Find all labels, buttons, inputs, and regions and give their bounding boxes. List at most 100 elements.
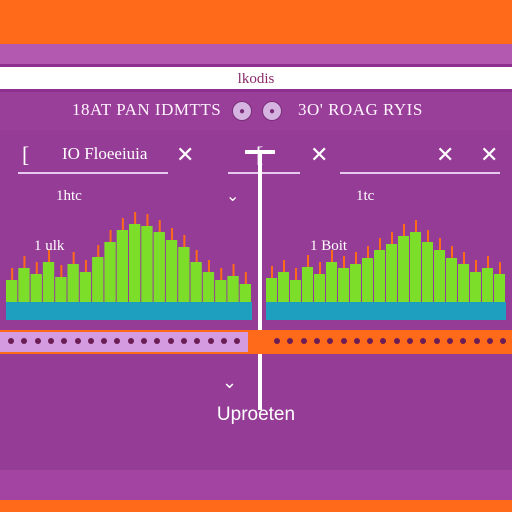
timeline-tick (127, 338, 134, 344)
chevron-down-icon[interactable]: ⌄ (226, 188, 240, 205)
timeline-tick (460, 338, 467, 344)
x-icon[interactable]: ✕ (176, 142, 195, 167)
timeline-tick (8, 338, 14, 344)
chart-bar (302, 267, 313, 302)
bar-chart (6, 212, 506, 320)
timeline-tick (287, 338, 294, 344)
timeline-scrollbar[interactable] (0, 332, 248, 352)
chart-bar (458, 264, 469, 302)
timeline-tick (420, 338, 427, 344)
chart-bar (18, 268, 30, 302)
timeline-tick (47, 338, 54, 344)
circle-button-2[interactable]: ● (262, 101, 282, 121)
timeline-tick (167, 338, 174, 344)
chart-bar (434, 250, 445, 302)
chart-bar (153, 232, 165, 302)
circle-button-1[interactable]: ● (232, 101, 252, 121)
timeline-tick (234, 338, 241, 344)
right-label-b: 1 Boit (310, 238, 348, 254)
toolbar: 18AT PAN IDMTTS ● ● 3O' ROAG RYIS (0, 92, 512, 132)
timeline-tick (34, 338, 41, 344)
timeline-tick (340, 338, 347, 344)
x-icon[interactable]: ✕ (310, 142, 329, 167)
toolbar-left-label: 18AT PAN IDMTTS (72, 100, 222, 119)
chart-bar (215, 280, 227, 302)
chart-bar (165, 240, 178, 302)
chart-bar (326, 262, 337, 302)
chart-bar (362, 258, 373, 302)
window-title: lkodis (237, 71, 275, 87)
timeline-tick (141, 338, 147, 344)
chart-bar (67, 264, 79, 302)
chart-baseline (266, 302, 506, 320)
timeline-tick (486, 338, 493, 344)
chart-bar (470, 272, 481, 302)
chart-baseline (6, 302, 252, 320)
timeline-tick (220, 338, 227, 344)
chart-bar (239, 284, 251, 302)
chart-bar (386, 244, 397, 302)
timeline-tick (380, 338, 387, 344)
chart-bar (338, 268, 349, 302)
left-panel-title: IO Floeeiuia (62, 144, 148, 163)
panel-splitter[interactable] (258, 150, 262, 410)
timeline-tick (154, 338, 161, 344)
timeline-tick (101, 338, 108, 344)
chart-bar (422, 242, 433, 302)
timeline-tick (313, 338, 320, 344)
timeline-tick (207, 338, 214, 344)
circle-button-icon: ● (238, 105, 246, 117)
chart-bar (446, 258, 457, 302)
chart-bar (42, 262, 55, 302)
chart-bar (178, 247, 190, 302)
bottom-band (0, 500, 512, 512)
toolbar-right-label: 3O' ROAG RYIS (298, 100, 423, 119)
timeline-tick (61, 338, 68, 344)
chart-bar (104, 242, 116, 302)
chart-bar (141, 226, 153, 302)
chevron-down-icon[interactable]: ⌄ (222, 372, 238, 392)
timeline-tick (327, 338, 334, 344)
chart-bar (79, 272, 92, 302)
timeline-tick (114, 338, 121, 344)
chart-bar (494, 274, 505, 302)
timeline-tick (500, 338, 507, 344)
x-icon[interactable]: ✕ (436, 142, 455, 167)
chart-bar (55, 277, 67, 302)
timeline-tick (274, 338, 280, 344)
chart-bar (374, 250, 385, 302)
timeline-tick (194, 338, 201, 344)
left-label-b: 1 ulk (34, 238, 65, 254)
timeline-tick (74, 338, 81, 344)
chart-bar (482, 268, 493, 302)
right-label-a: 1tc (356, 188, 375, 204)
chart-bar (227, 276, 239, 302)
chart-bar (278, 272, 289, 302)
chart-bar (6, 280, 18, 302)
chart-bar (290, 280, 301, 302)
timeline-tick (300, 338, 307, 344)
chart-bar (314, 274, 325, 302)
timeline-tick (473, 338, 480, 344)
left-label-a: 1htc (56, 188, 82, 204)
chart-bar (398, 236, 409, 302)
chart-bar (116, 230, 128, 302)
chart-bar (350, 264, 361, 302)
timeline-tick (21, 338, 28, 344)
timeline-tick (180, 338, 187, 344)
x-icon[interactable]: ✕ (480, 142, 499, 167)
timeline-tick (87, 338, 94, 344)
chart-bar (30, 274, 42, 302)
timeline-tick (353, 338, 360, 344)
timeline-tick (367, 338, 374, 344)
chart-bar (202, 272, 215, 302)
chart-bar (92, 257, 104, 302)
window-top-band (0, 0, 512, 44)
chart-bar (410, 232, 421, 302)
footer-label: Uproeten (216, 404, 296, 425)
left-bracket: [ (22, 142, 30, 167)
circle-button-icon: ● (268, 105, 276, 117)
left-panel-header: [ IO Floeeiuia (18, 140, 168, 174)
top-strip (0, 44, 512, 64)
